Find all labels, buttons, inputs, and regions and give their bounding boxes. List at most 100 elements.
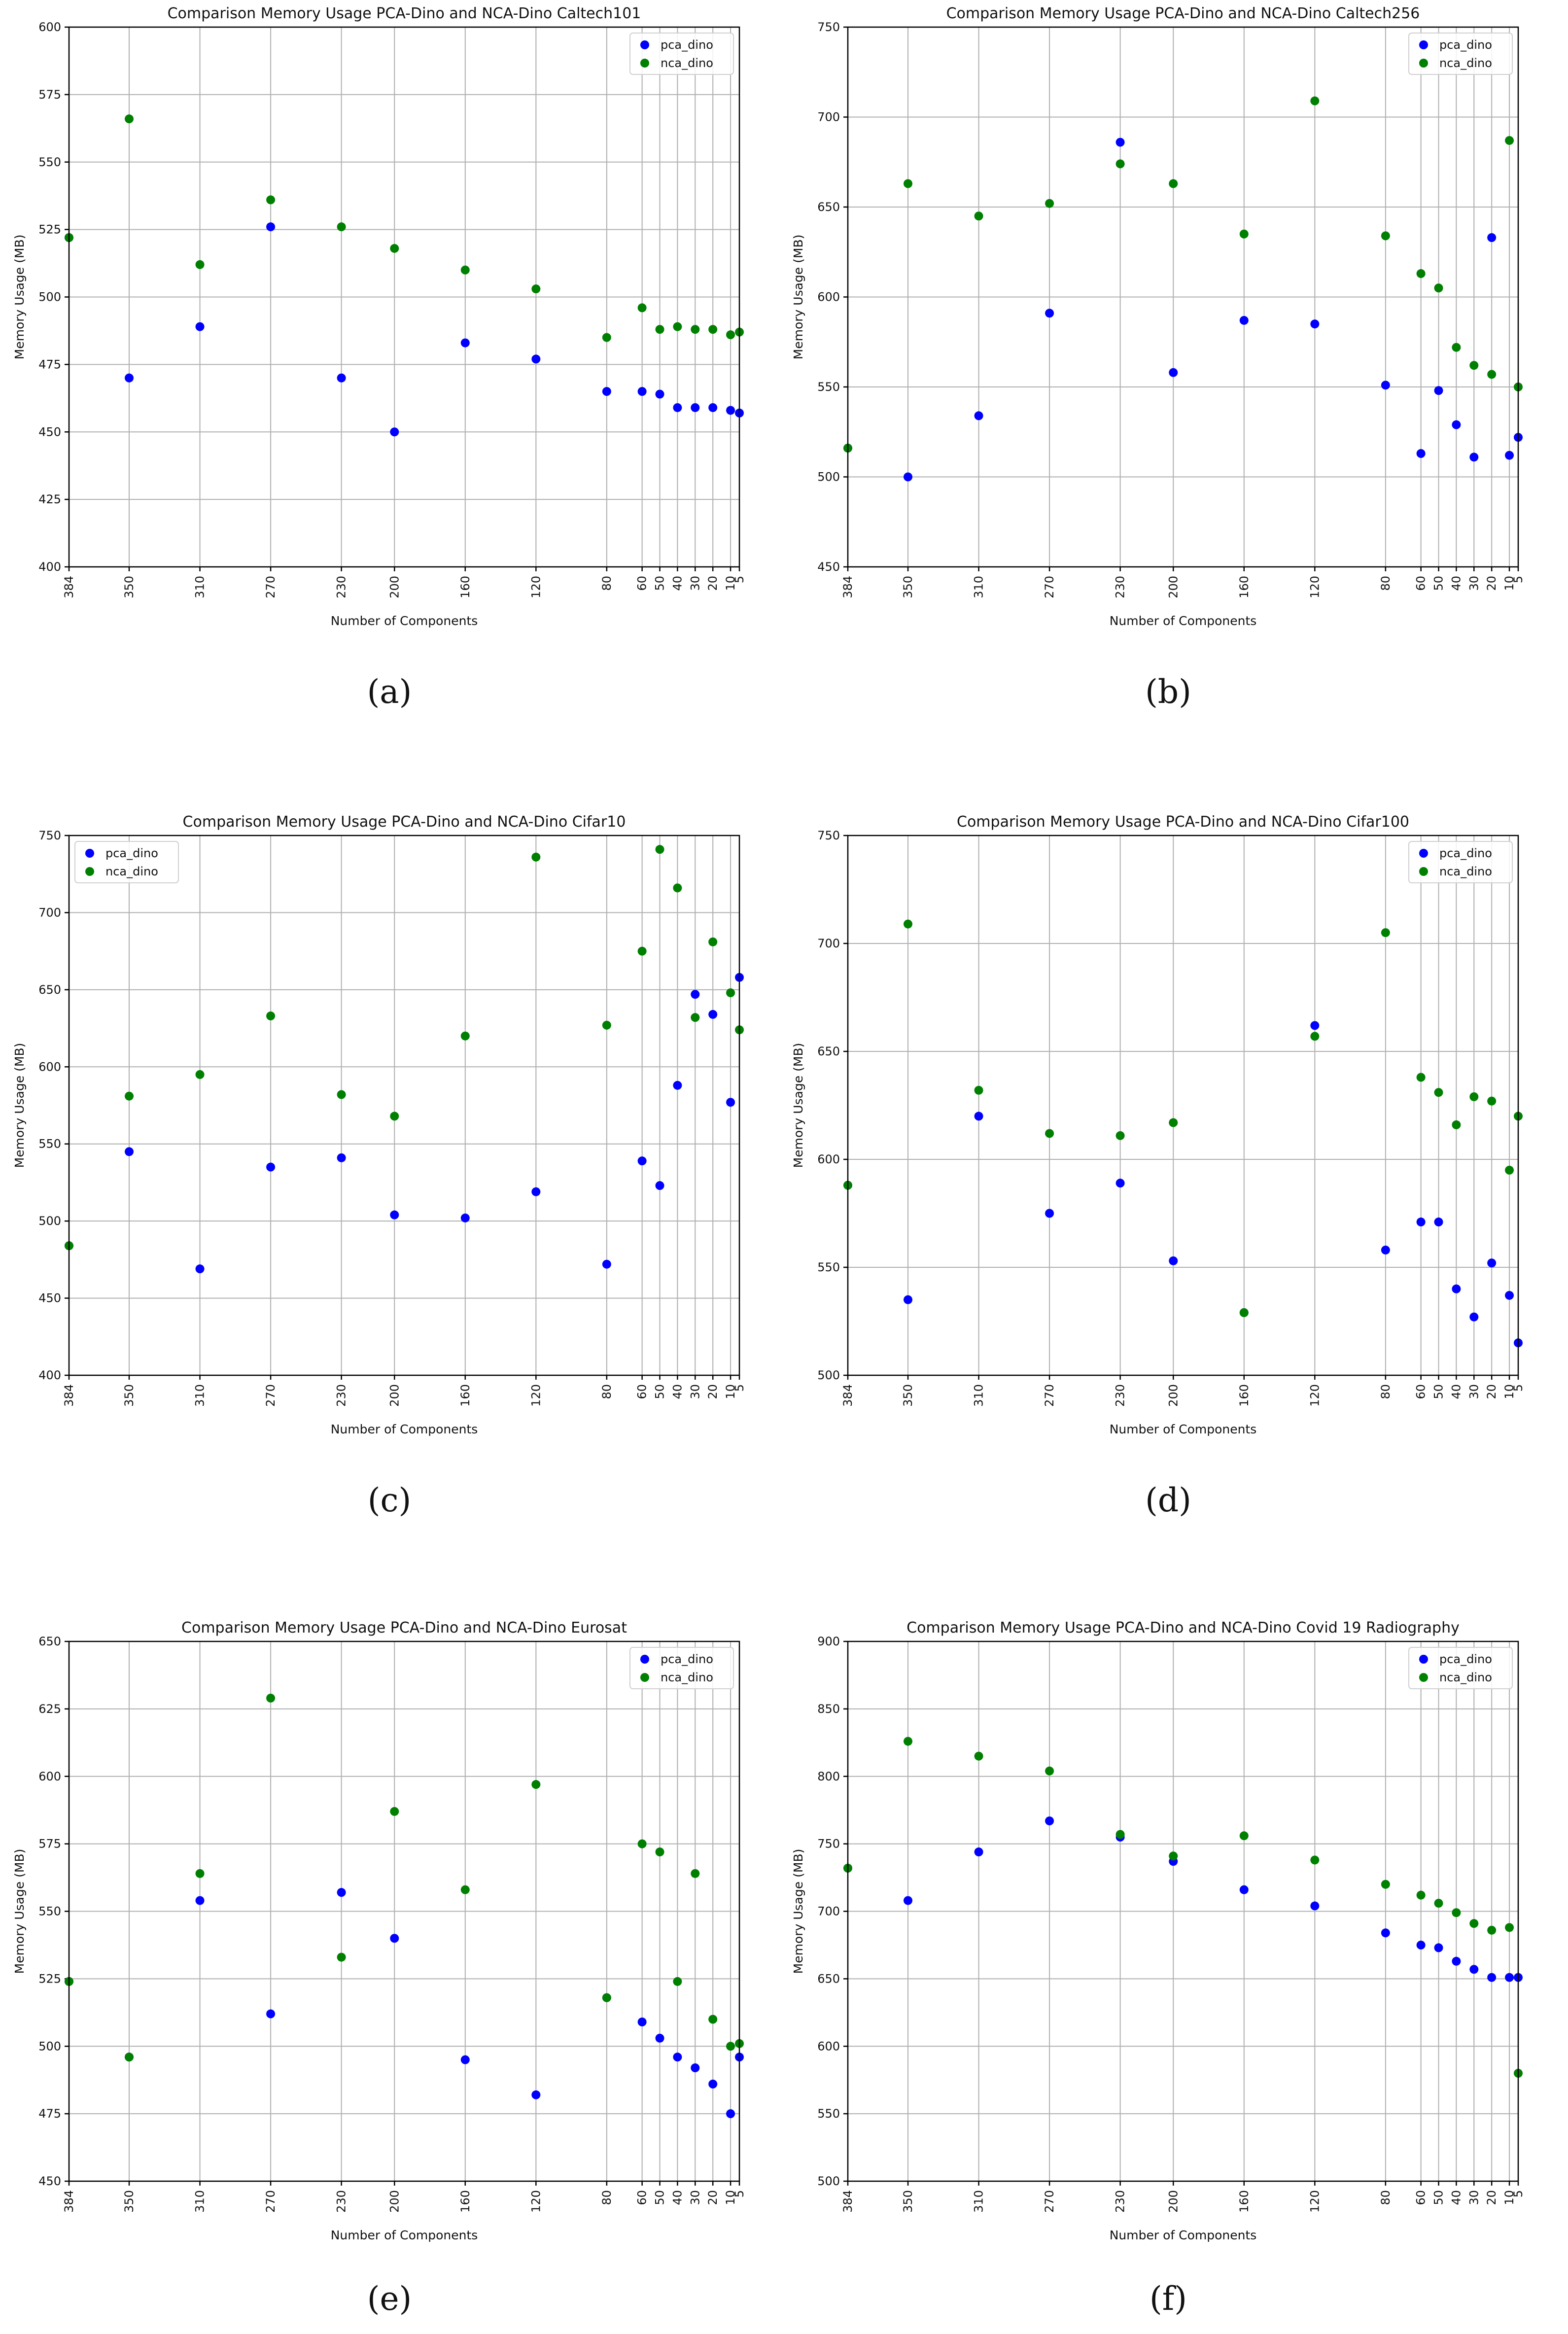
data-point-nca_dino xyxy=(1487,1925,1497,1935)
legend-marker-nca_dino xyxy=(1419,1673,1428,1682)
data-point-nca_dino xyxy=(125,114,134,124)
plot-frame xyxy=(847,1640,1519,2182)
data-point-nca_dino xyxy=(531,852,541,862)
y-axis-label: Memory Usage (MB) xyxy=(12,1849,27,1974)
x-tick-label: 80 xyxy=(600,576,614,591)
y-tick-label: 400 xyxy=(38,1368,61,1382)
y-tick-label: 600 xyxy=(38,1770,61,1783)
grid-lines xyxy=(69,27,740,567)
legend-marker-nca_dino xyxy=(85,867,94,876)
x-tick-label: 40 xyxy=(1449,1384,1463,1399)
data-point-pca_dino xyxy=(1310,1021,1320,1030)
y-tick-label: 550 xyxy=(817,2107,840,2121)
data-point-pca_dino xyxy=(637,1156,647,1166)
x-tick-label: 384 xyxy=(841,2190,855,2213)
data-point-pca_dino xyxy=(637,2017,647,2026)
x-tick-label: 200 xyxy=(1166,2190,1180,2213)
caption-c: (c) xyxy=(367,1481,412,1519)
x-tick-label: 30 xyxy=(688,1384,702,1399)
legend-label-nca_dino: nca_dino xyxy=(661,56,713,70)
y-tick-label: 525 xyxy=(38,1972,61,1986)
x-tick-label: 384 xyxy=(62,576,76,598)
data-point-nca_dino xyxy=(1045,199,1054,208)
data-point-pca_dino xyxy=(708,1010,718,1019)
data-point-nca_dino xyxy=(531,284,541,294)
legend-marker-nca_dino xyxy=(640,59,649,68)
y-tick-label: 750 xyxy=(817,1837,840,1851)
x-tick-label: 80 xyxy=(600,2190,614,2205)
legend-marker-pca_dino xyxy=(1419,1655,1428,1664)
y-tick-label: 650 xyxy=(817,1045,840,1058)
caption-d: (d) xyxy=(1145,1481,1191,1519)
legend-label-nca_dino: nca_dino xyxy=(1439,865,1492,878)
data-point-pca_dino xyxy=(195,1264,205,1274)
data-point-pca_dino xyxy=(531,2090,541,2099)
data-point-nca_dino xyxy=(1505,136,1514,145)
x-tick-label: 80 xyxy=(600,1384,614,1399)
x-tick-label: 230 xyxy=(335,2190,348,2213)
grid-lines xyxy=(69,1641,740,2182)
plot-frame xyxy=(847,26,1519,568)
x-tick-label: 60 xyxy=(1414,1384,1428,1399)
legend-box xyxy=(1408,1647,1513,1689)
chart-title: Comparison Memory Usage PCA-Dino and NCA… xyxy=(957,813,1409,831)
legend-label-nca_dino: nca_dino xyxy=(1439,56,1492,70)
data-point-nca_dino xyxy=(125,1091,134,1101)
y-tick-label: 500 xyxy=(817,1368,840,1382)
x-tick-label: 5 xyxy=(732,1384,746,1392)
data-point-nca_dino xyxy=(708,2015,718,2024)
x-axis-label: Number of Components xyxy=(331,1422,478,1436)
data-point-nca_dino xyxy=(1469,1092,1479,1101)
data-point-pca_dino xyxy=(1381,1928,1390,1938)
x-tick-label: 200 xyxy=(387,1384,401,1407)
data-point-nca_dino xyxy=(1239,1308,1249,1317)
series-pca_dino xyxy=(65,222,744,437)
legend-label-pca_dino: pca_dino xyxy=(661,1652,713,1666)
data-point-nca_dino xyxy=(691,1013,700,1022)
x-tick-label: 160 xyxy=(1237,1384,1251,1407)
x-tick-label: 50 xyxy=(1432,576,1446,591)
data-point-nca_dino xyxy=(602,1020,611,1030)
x-tick-label: 200 xyxy=(387,2190,401,2213)
x-tick-label: 20 xyxy=(1485,2190,1498,2205)
data-point-nca_dino xyxy=(1469,1919,1479,1928)
legend-marker-pca_dino xyxy=(640,1655,649,1664)
x-tick-label: 30 xyxy=(1467,576,1481,591)
legend: pca_dino nca_dino xyxy=(629,1647,734,1689)
legend: pca_dino nca_dino xyxy=(629,33,734,75)
x-tick-label: 350 xyxy=(901,576,915,598)
y-tick-label: 500 xyxy=(38,290,61,304)
data-point-nca_dino xyxy=(1169,1851,1178,1861)
legend-label-pca_dino: pca_dino xyxy=(1439,846,1492,860)
data-point-nca_dino xyxy=(1381,928,1390,938)
data-point-nca_dino xyxy=(337,1952,346,1962)
plot-frame xyxy=(847,835,1519,1376)
x-tick-label: 270 xyxy=(1043,1384,1056,1407)
x-axis-label: Number of Components xyxy=(1110,614,1257,628)
data-point-nca_dino xyxy=(673,883,682,893)
data-point-pca_dino xyxy=(691,403,700,412)
data-point-nca_dino xyxy=(1452,343,1461,352)
x-tick-label: 310 xyxy=(972,2190,986,2213)
data-point-pca_dino xyxy=(673,2053,682,2062)
y-tick-label: 450 xyxy=(38,1291,61,1305)
chart-title: Comparison Memory Usage PCA-Dino and NCA… xyxy=(183,813,626,831)
data-point-pca_dino xyxy=(602,387,611,396)
y-tick-label: 500 xyxy=(817,2174,840,2188)
data-point-nca_dino xyxy=(1381,231,1390,241)
x-tick-label: 160 xyxy=(1237,2190,1251,2213)
chart-title: Comparison Memory Usage PCA-Dino and NCA… xyxy=(168,5,641,22)
x-tick-label: 200 xyxy=(1166,1384,1180,1407)
y-axis-label: Memory Usage (MB) xyxy=(12,235,27,360)
legend-box xyxy=(1408,33,1513,75)
data-point-nca_dino xyxy=(726,2042,735,2051)
legend-marker-nca_dino xyxy=(640,1673,649,1682)
x-tick-label: 230 xyxy=(335,1384,348,1407)
legend-box xyxy=(74,841,179,883)
x-tick-label: 384 xyxy=(62,1384,76,1407)
legend-label-nca_dino: nca_dino xyxy=(105,865,158,878)
data-point-pca_dino xyxy=(1310,319,1320,329)
y-tick-label: 550 xyxy=(817,380,840,394)
data-point-nca_dino xyxy=(1239,229,1249,239)
y-tick-label: 625 xyxy=(38,1702,61,1716)
